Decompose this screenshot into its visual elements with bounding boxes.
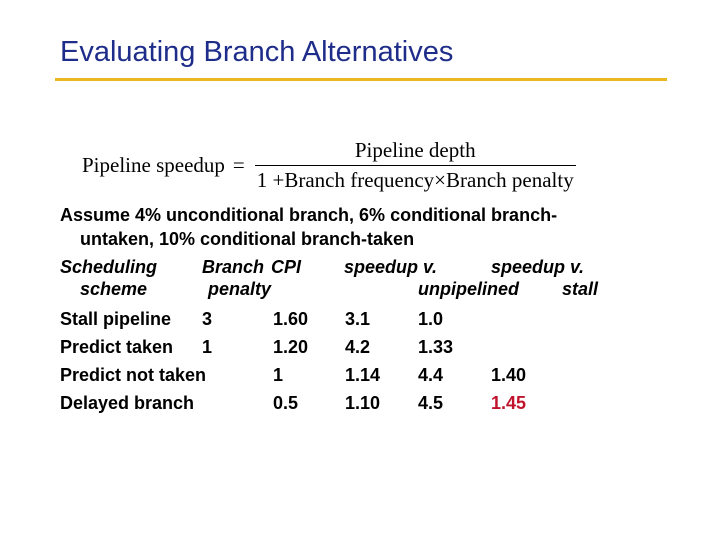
header-cpi: CPI [271,257,302,277]
table-row-vs-unpipelined: 4.5 [418,393,444,413]
table-row-cpi: 1.60 [273,309,309,329]
assumption-line-1: Assume 4% unconditional branch, 6% condi… [60,205,558,225]
formula-lhs: Pipeline speedup [82,153,225,177]
assumption-line-2: untaken, 10% conditional branch-taken [80,229,415,249]
header-penalty: penalty [208,279,272,299]
header-scheduling: Scheduling [60,257,158,277]
table-row-scheme: Delayed branch [60,393,195,413]
header-speedup-2: speedup v. [491,257,585,277]
table-row-vs-stall: 1.33 [418,337,454,357]
formula-denominator: 1 +Branch frequency×Branch penalty [256,168,574,192]
speedup-formula: Pipeline speedup = Pipeline depth 1 +Bra… [82,138,576,193]
formula-numerator: Pipeline depth [354,138,476,162]
table-row-vs-unpipelined: 4.2 [345,337,371,357]
formula-equals: = [232,153,245,177]
table-row-vs-stall: 1.40 [491,365,527,385]
slide-title: Evaluating Branch Alternatives [60,36,454,68]
table-row-penalty: 1 [202,337,213,357]
formula-fraction: Pipeline depth 1 +Branch frequency×Branc… [254,138,576,193]
table-row-vs-unpipelined: 3.1 [345,309,371,329]
table-row-cpi: 1.14 [345,365,381,385]
fraction-bar [254,165,576,166]
table-row-cpi: 1.20 [273,337,309,357]
table-row-penalty: 3 [202,309,213,329]
table-row-scheme: Stall pipeline [60,309,172,329]
header-scheme: scheme [80,279,148,299]
table-row-penalty: 0.5 [273,393,299,413]
table-row-penalty: 1 [273,365,284,385]
table-row-vs-stall: 1.0 [418,309,444,329]
title-underline [55,78,667,81]
header-speedup-1: speedup v. [344,257,438,277]
header-stall: stall [562,279,599,299]
table-row-cpi: 1.10 [345,393,381,413]
header-branch: Branch [202,257,265,277]
header-unpipelined: unpipelined [418,279,519,299]
table-row-vs-stall-highlight: 1.45 [491,393,527,413]
table-row-scheme: Predict taken [60,337,174,357]
table-row-vs-unpipelined: 4.4 [418,365,444,385]
table-row-scheme: Predict not taken [60,365,207,385]
